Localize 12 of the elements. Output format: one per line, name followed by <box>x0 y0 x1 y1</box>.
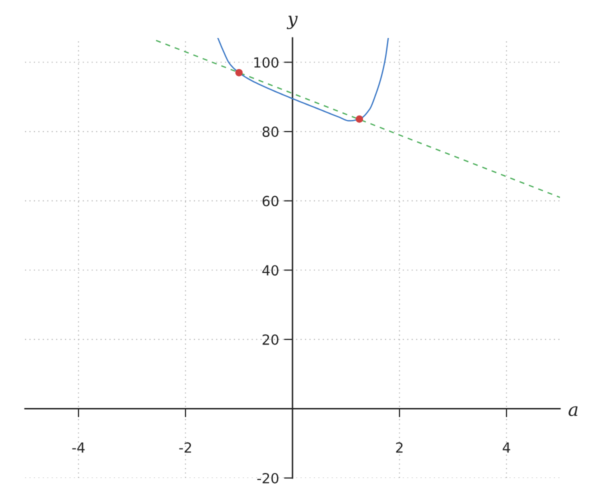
x-tick-label: 4 <box>502 442 510 453</box>
y-tick-label: 40 <box>262 265 278 276</box>
y-tick-label: 80 <box>262 126 278 138</box>
x-tick-label: -2 <box>179 442 192 453</box>
y-tick-label: 100 <box>254 57 278 68</box>
y-axis-title: y <box>286 16 298 30</box>
x-tick-label: 2 <box>396 442 403 453</box>
y-tick-label: 20 <box>262 334 278 345</box>
x-axis-title: a <box>568 406 578 416</box>
y-tick-label: 60 <box>262 196 278 206</box>
y-tick-label: -20 <box>257 472 278 484</box>
x-tick-label: -4 <box>72 442 85 453</box>
